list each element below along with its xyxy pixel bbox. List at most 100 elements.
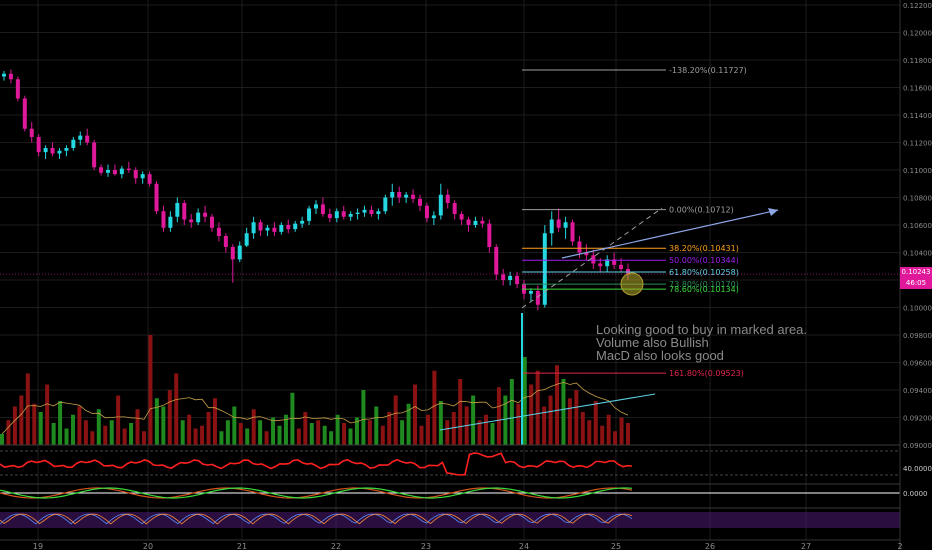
volume-bar: [64, 428, 69, 445]
candle-body: [237, 245, 242, 260]
x-tick-label: 22: [331, 542, 341, 550]
y-tick-label: 0.09400: [903, 387, 932, 395]
y-tick-label: 0.11200: [903, 140, 932, 148]
candle-body: [161, 211, 166, 228]
candle-body: [92, 142, 97, 168]
candle-body: [64, 148, 69, 151]
candle-body: [300, 220, 305, 224]
volume-bar: [283, 414, 288, 445]
candle-body: [528, 291, 533, 294]
candle-body: [112, 170, 117, 175]
volume-bar: [593, 401, 598, 445]
volume-bar: [90, 431, 95, 445]
volume-bar: [406, 403, 411, 445]
volume-bar: [471, 395, 476, 445]
volume-bar: [477, 420, 482, 445]
volume-bar: [219, 431, 224, 445]
volume-bar: [129, 423, 134, 445]
candle-body: [106, 170, 110, 173]
y-tick-label: 0.11400: [903, 112, 932, 120]
volume-bar: [561, 379, 566, 445]
candle-body: [78, 135, 83, 140]
candle-body: [487, 223, 492, 247]
candle-body: [369, 209, 374, 214]
volume-ma-line: [1, 381, 629, 435]
y-tick-label: 0.10800: [903, 195, 932, 203]
x-tick-label: 26: [705, 542, 715, 550]
volume-bar: [135, 409, 140, 445]
x-tick-label: 20: [143, 542, 153, 550]
volume-bar: [613, 431, 618, 445]
candle-body: [334, 211, 339, 219]
candle-body: [376, 211, 381, 214]
volume-bar: [600, 425, 605, 445]
volume-bar: [496, 387, 501, 445]
volume-bar: [322, 425, 327, 445]
volume-bar: [96, 409, 101, 445]
volume-bar: [83, 420, 88, 445]
candle-body: [556, 219, 561, 228]
candle-body: [459, 214, 464, 220]
volume-bar: [290, 392, 295, 445]
volume-bar: [180, 420, 185, 445]
y-tick-label: 0.09800: [903, 332, 932, 340]
volume-bar: [309, 423, 314, 445]
volume-bar: [38, 412, 43, 445]
y-tick-label: 0.09200: [903, 415, 932, 423]
volume-bar: [225, 420, 230, 445]
candle-body: [549, 219, 554, 234]
candle-body: [196, 212, 201, 223]
volume-bar: [277, 425, 282, 445]
candle-body: [244, 233, 249, 246]
volume-bar: [109, 420, 114, 445]
volume-bar: [77, 406, 82, 445]
volume-bar: [555, 365, 560, 445]
volume-bar: [419, 425, 424, 445]
candle-body: [286, 225, 291, 230]
candle-body: [418, 198, 422, 206]
volume-bar: [432, 370, 437, 445]
fib-level-label: 73.80%(0.10170): [669, 280, 739, 289]
volume-bar: [535, 370, 540, 445]
fib-diagonal: [521, 207, 663, 309]
candle-body: [570, 222, 575, 242]
volume-bar: [580, 412, 585, 445]
volume-bar: [70, 414, 75, 445]
candle-body: [411, 194, 416, 199]
volume-bar: [316, 420, 321, 445]
volume-bar: [387, 412, 392, 445]
volume-bar: [141, 431, 146, 445]
candle-body: [612, 259, 617, 265]
candle-body: [314, 204, 318, 209]
volume-bar: [51, 423, 56, 445]
candle-body: [182, 203, 187, 220]
volume-bar: [348, 428, 353, 445]
candle-body: [383, 197, 388, 212]
candle-body: [29, 128, 34, 137]
y-tick-label: 0.10600: [903, 222, 932, 230]
candle-body: [362, 209, 367, 213]
candle-body: [438, 194, 443, 216]
candle-body: [272, 227, 277, 232]
countdown-tag: 46:05: [900, 278, 932, 289]
volume-bar: [438, 401, 443, 445]
volume-bar: [393, 395, 398, 445]
candle-body: [466, 219, 471, 225]
candle-body: [119, 168, 124, 175]
volume-bar: [542, 406, 547, 445]
volume-bar: [148, 335, 153, 445]
volume-bar: [619, 417, 624, 445]
volume-bar: [380, 425, 385, 445]
volume-bar: [413, 384, 418, 445]
volume-bar: [45, 384, 50, 445]
candle-body: [598, 263, 603, 267]
candlestick-series: [2, 69, 630, 311]
volume-bar: [484, 414, 489, 445]
candle-body: [480, 220, 485, 224]
volume-bar: [451, 412, 456, 445]
candle-body: [2, 73, 6, 77]
candle-body: [320, 204, 325, 214]
fib-level-label: 38.20%(0.10431): [669, 244, 739, 253]
x-tick-label: 19: [33, 542, 43, 550]
